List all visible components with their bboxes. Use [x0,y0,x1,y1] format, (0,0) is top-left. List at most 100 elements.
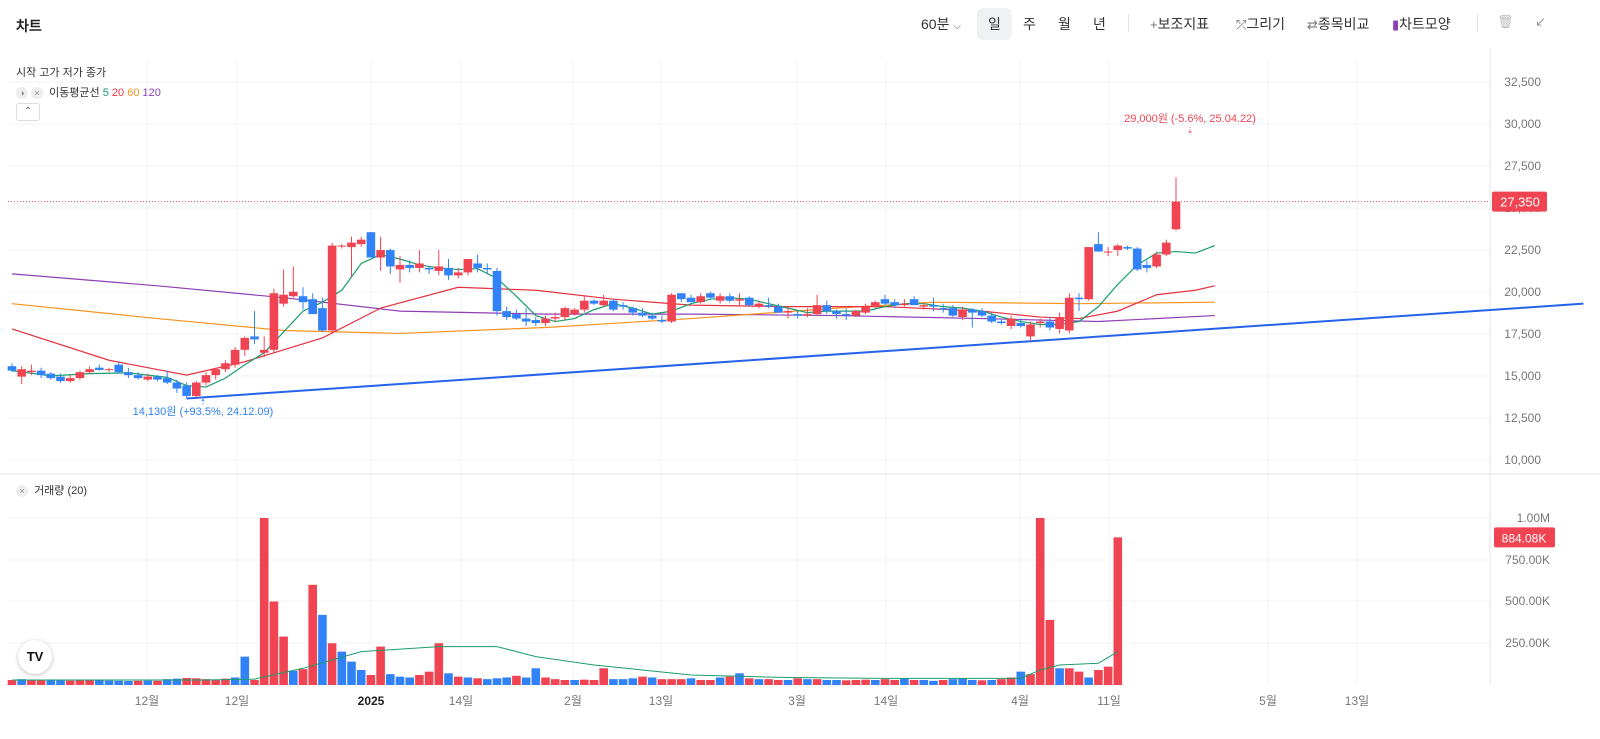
candle-body [192,382,201,396]
tab-month[interactable]: 월 [1058,16,1071,32]
volume-bar [715,677,725,685]
x-tick-label: 2월 [564,694,582,708]
candle-body [434,266,444,271]
candle-body [1065,297,1074,331]
volume-bar [386,674,395,685]
volume-bar [609,679,618,685]
volume-bar [143,680,153,685]
eye-icon[interactable]: ◑ [16,87,28,100]
collapse-icon[interactable]: ↙ [1535,14,1546,29]
volume-bar [618,679,628,685]
candle-body [618,305,628,307]
volume-bar [356,669,366,685]
candle-body [7,366,17,371]
candle-body [1074,297,1084,300]
candle-body [1016,323,1026,326]
chevron-up-icon: ⌃ [23,106,33,117]
candle-body [1171,201,1181,230]
pencil-icon: ⤱ [1236,17,1247,32]
volume-bar [677,679,686,685]
last-volume-label: 884.08K [1502,531,1547,545]
tab-week[interactable]: 주 [1023,16,1036,32]
candle-body [1152,254,1161,267]
x-tick-label: 3월 [788,694,806,708]
volume-bar [735,673,744,685]
volume-bar [192,678,201,685]
candle-body [182,385,191,396]
volume-bar [871,679,880,685]
x-tick-label: 14일 [874,694,898,708]
tab-year[interactable]: 년 [1093,16,1106,32]
candle-body [172,382,182,389]
volume-bar [657,679,667,685]
volume-bar [880,679,890,685]
compare-button[interactable]: ⇄종목비교 [1307,14,1369,34]
volume-bar [647,677,657,685]
candle-body [570,309,579,315]
candle-body [250,336,259,340]
volume-bar [754,679,764,685]
volume-bar [638,676,647,685]
draw-button[interactable]: ⤱그리기 [1236,14,1285,34]
volume-bar [1074,671,1084,685]
volume-bar [1113,537,1123,685]
candle-body [754,303,764,307]
candle-body [609,300,618,310]
interval-select[interactable]: 60분 ⌵ [921,14,961,34]
candle-body [948,308,958,316]
volume-bar [405,677,414,685]
chart-style-button[interactable]: ▮차트모양 [1392,14,1451,34]
candle-body [696,296,705,303]
close-icon[interactable]: × [16,485,28,498]
last-price-badge [1492,191,1547,212]
x-tick-label: 13일 [649,694,673,708]
tab-day[interactable]: 일 [977,8,1012,40]
volume-bar [7,679,17,685]
price-tick-label: 20,000 [1504,285,1541,299]
trash-icon[interactable]: 🗑 [1497,14,1514,29]
volume-bar [861,679,870,685]
close-icon[interactable]: × [31,87,43,100]
candle-body [444,267,453,276]
collapse-legend-button[interactable]: ⌃ [16,103,40,121]
volume-bar [1045,619,1055,685]
indicator-button[interactable]: +보조지표 [1150,14,1209,34]
candle-body [36,370,46,376]
price-tick-label: 25,000 [1504,201,1541,215]
volume-bar [337,651,347,685]
volume-bar [1084,677,1093,685]
price-tick-label: 12,500 [1504,411,1541,425]
volume-bar [977,680,987,685]
candle-body [308,299,317,315]
plus-icon: + [1150,17,1158,32]
volume-bar [259,518,269,685]
candle-body [1055,317,1064,329]
candle-body [919,305,929,307]
volume-bar [453,676,463,685]
grid [0,48,1600,685]
tradingview-logo[interactable]: TV [18,640,52,674]
volume-bar [900,678,909,685]
high-marker: ⇣ [1187,126,1194,135]
volume-bar [56,680,65,685]
volume-bar [968,679,977,685]
price-tick-label: 32,500 [1504,75,1541,89]
volume-bar [774,679,783,685]
volume-bar [812,679,822,685]
candle-body [502,311,511,318]
candle-body [822,305,832,312]
chevron-down-icon: ⌵ [953,21,961,32]
volume-bar [764,679,773,685]
volume-bar [347,661,356,685]
volume-bar [502,677,511,685]
volume-bar [27,679,36,685]
price-tick-label: 22,500 [1504,243,1541,257]
candle-body [259,349,269,353]
candle-body [356,239,366,245]
candle-body [647,315,657,319]
x-tick-label: 12일 [225,694,249,708]
volume-bar [1103,666,1113,685]
interval-label: 60분 [921,16,950,32]
candle-body [1142,264,1152,268]
